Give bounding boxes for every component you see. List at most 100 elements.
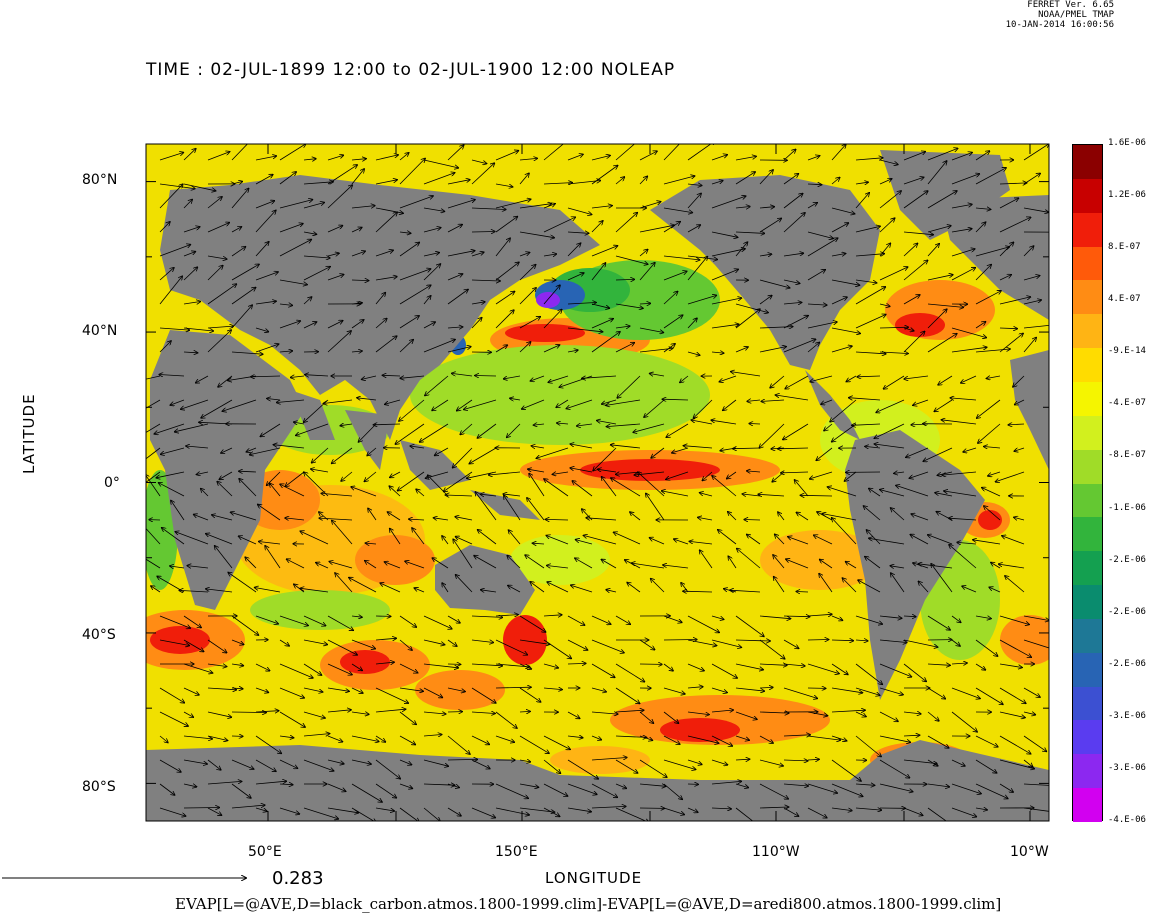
wind-arrow <box>527 498 545 521</box>
y-tick-label: 80°S <box>82 779 116 795</box>
wind-arrow <box>270 483 281 497</box>
wind-arrow <box>423 322 435 329</box>
wind-arrow <box>774 577 785 593</box>
colorbar-label: -2.E-06 <box>1108 554 1146 565</box>
wind-arrow <box>327 783 346 791</box>
wind-arrow <box>927 148 958 161</box>
wind-arrow <box>735 232 764 233</box>
wind-arrow <box>927 711 939 721</box>
wind-arrow <box>630 512 641 521</box>
wind-arrow <box>399 243 419 257</box>
wind-arrow <box>435 447 449 455</box>
wind-arrow <box>663 783 682 799</box>
wind-arrow <box>390 471 401 477</box>
wind-arrow <box>321 493 353 497</box>
wind-arrow <box>382 375 401 376</box>
wind-arrow <box>832 518 857 545</box>
wind-arrow <box>201 399 233 418</box>
axis-ticks <box>146 144 1049 821</box>
x-axis-label: LONGITUDE <box>545 869 643 887</box>
wind-arrow <box>175 532 209 545</box>
wind-arrow <box>687 225 700 233</box>
wind-arrow <box>423 807 440 821</box>
colorbar-swatch <box>1073 720 1102 755</box>
colorbar-swatch <box>1073 449 1102 484</box>
wind-arrow <box>351 320 364 329</box>
wind-arrow <box>698 517 713 520</box>
wind-arrow <box>231 712 266 713</box>
wind-arrow <box>680 375 689 383</box>
wind-arrow <box>570 468 593 473</box>
wind-arrow <box>159 153 183 161</box>
wind-arrow <box>183 149 196 161</box>
wind-arrow <box>452 373 473 377</box>
wind-arrow <box>879 735 910 742</box>
wind-arrow <box>279 807 299 814</box>
wind-arrow <box>846 562 857 569</box>
wind-arrow <box>606 399 641 405</box>
wind-arrow <box>567 615 585 625</box>
wind-arrow <box>687 193 701 209</box>
y-tick-label: 0° <box>104 475 120 491</box>
wind-arrow <box>927 615 950 630</box>
wind-arrow <box>758 494 785 496</box>
wind-arrow <box>735 303 768 313</box>
y-tick-label: 80°N <box>82 172 118 188</box>
wind-arrow <box>842 578 857 593</box>
wind-arrow <box>944 491 977 497</box>
wind-arrow <box>869 538 905 545</box>
wind-arrow <box>987 376 1001 379</box>
wind-arrow <box>170 399 185 405</box>
wind-arrow <box>639 151 657 161</box>
wind-arrow <box>773 555 785 569</box>
wind-arrow <box>759 296 772 305</box>
wind-arrow <box>687 184 702 186</box>
wind-arrow <box>687 687 703 688</box>
wind-arrow <box>999 687 1026 703</box>
wind-arrow <box>975 151 990 161</box>
wind-arrow <box>375 319 387 329</box>
wind-arrow <box>591 319 613 329</box>
colorbar-swatch <box>1073 788 1102 823</box>
wind-arrow <box>759 783 788 799</box>
colorbar-swatch <box>1073 145 1102 180</box>
wind-arrow <box>547 566 569 569</box>
wind-arrow <box>567 243 581 257</box>
wind-arrow <box>807 759 819 760</box>
wind-arrow <box>687 807 698 812</box>
wind-arrow <box>303 734 330 737</box>
wind-arrow <box>1014 517 1025 520</box>
wind-arrow <box>543 639 571 659</box>
wind-arrow <box>591 221 603 233</box>
wind-arrow <box>447 327 463 328</box>
wind-arrow <box>702 471 713 481</box>
wind-arrow <box>577 424 593 426</box>
wind-arrow <box>273 445 305 449</box>
wind-arrow <box>927 807 951 821</box>
wind-arrow <box>447 615 460 623</box>
wind-arrow <box>783 423 809 440</box>
wind-arrow <box>999 183 1027 184</box>
wind-arrow <box>951 615 961 622</box>
wind-arrow <box>927 303 963 307</box>
wind-arrow <box>927 309 947 329</box>
wind-arrow <box>615 177 624 185</box>
wind-arrow <box>1013 375 1025 387</box>
wind-arrow <box>260 423 281 437</box>
wind-arrow <box>543 615 562 616</box>
wind-arrow <box>447 145 464 161</box>
wind-arrow <box>831 297 847 305</box>
wind-arrow <box>543 204 555 209</box>
wind-arrow <box>591 712 618 714</box>
wind-arrow <box>700 550 713 569</box>
wind-arrow <box>591 332 620 353</box>
wind-arrow <box>340 424 353 426</box>
wind-arrow <box>519 231 554 238</box>
wind-arrow <box>879 327 908 328</box>
wind-arrow <box>879 759 910 778</box>
wind-arrow <box>807 203 817 209</box>
wind-arrow <box>416 489 425 497</box>
wind-arrow <box>279 687 304 698</box>
wind-arrow <box>999 328 1017 329</box>
wind-arrow <box>504 375 521 379</box>
